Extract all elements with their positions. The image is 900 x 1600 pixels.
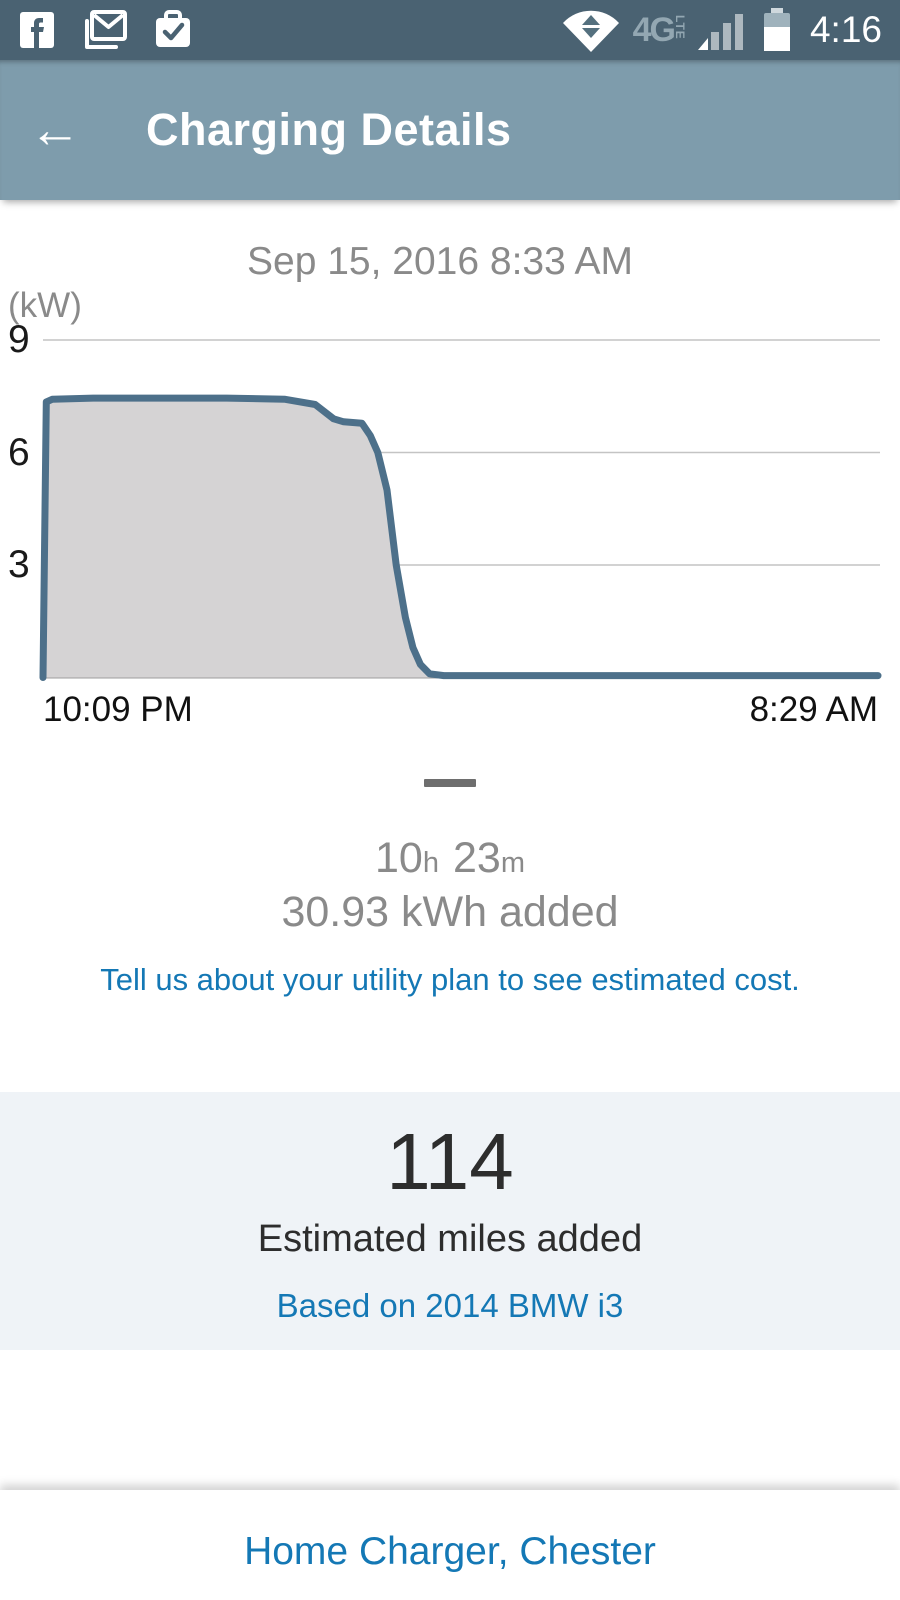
session-datetime: Sep 15, 2016 8:33 AM [247,240,633,283]
charging-chart-svg [39,339,882,681]
wifi-updown-icon [562,10,619,52]
page-title: Charging Details [146,104,512,155]
vehicle-basis-link[interactable]: Based on 2014 BMW i3 [276,1287,624,1324]
utility-plan-link[interactable]: Tell us about your utility plan to see e… [100,962,800,997]
duration-minutes: 23 [452,834,501,882]
x-axis-start-label: 10:09 PM [43,690,193,729]
status-bar: 4G LTE 4:16 [0,0,900,60]
network-4g-label: 4G [632,11,676,49]
y-tick-label: 6 [8,430,30,474]
session-duration: 10h 23m [0,834,900,883]
signal-bars-icon [697,14,743,50]
power-line [39,394,882,681]
y-axis-unit-label: (kW) [8,286,82,325]
notification-icons [18,9,194,51]
energy-added: 30.93 kWh added [281,888,619,936]
facebook-icon [20,12,54,48]
duration-hours: 10 [375,834,423,882]
clock: 4:16 [809,9,882,50]
gmail-icon [85,10,127,49]
estimated-miles-value: 114 [386,1117,514,1206]
y-tick-label: 3 [8,543,30,586]
system-status-icons: 4G LTE 4:16 [561,8,882,52]
app-bar: ← Charging Details [0,60,900,200]
y-tick-label: 9 [8,318,30,361]
network-lte-label: LTE [672,15,687,40]
duration-minutes-unit: m [500,847,525,879]
estimated-miles-panel [0,1092,900,1350]
x-axis-end-label: 8:29 AM [749,690,878,729]
tasks-check-icon [156,10,190,47]
network-type-indicator: 4G LTE [632,11,687,49]
back-arrow-icon[interactable]: ← [29,101,81,159]
charger-name-link[interactable]: Home Charger, Chester [244,1530,656,1573]
estimated-miles-label: Estimated miles added [257,1218,643,1260]
duration-hours-unit: h [422,847,439,879]
power-area-fill [43,398,878,678]
battery-icon [763,8,790,51]
pager-handle[interactable] [424,779,476,787]
bottom-sheet[interactable]: Home Charger, Chester [0,1490,900,1600]
